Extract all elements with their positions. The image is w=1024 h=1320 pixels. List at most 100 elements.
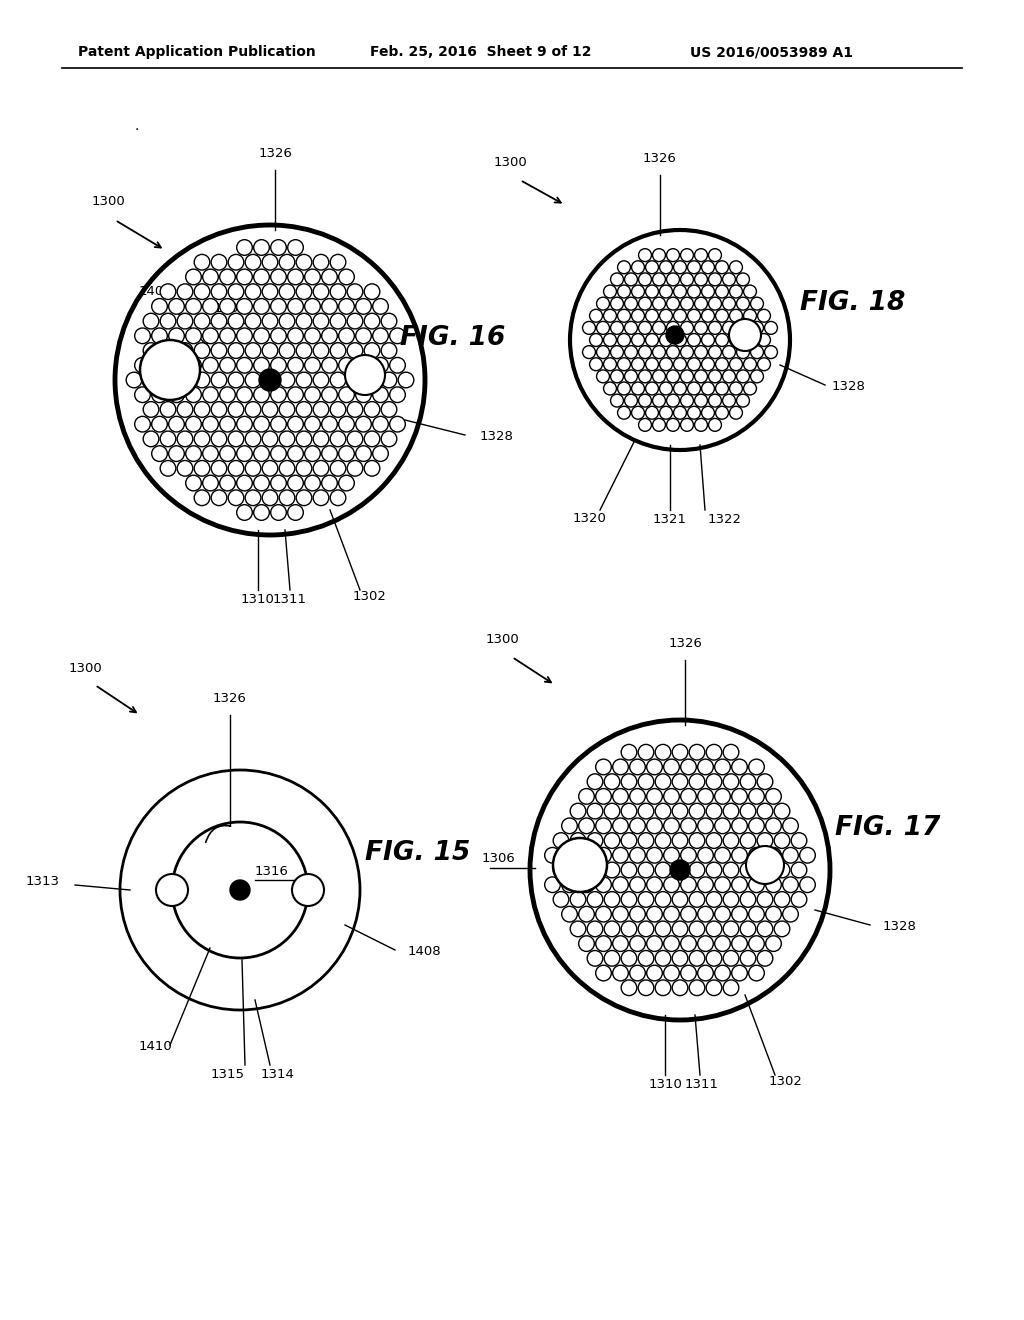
Text: 1310: 1310 <box>648 1078 682 1092</box>
Circle shape <box>254 446 269 462</box>
Circle shape <box>339 327 354 343</box>
Circle shape <box>681 346 693 359</box>
Circle shape <box>292 874 324 906</box>
Circle shape <box>562 818 578 834</box>
Circle shape <box>659 334 673 346</box>
Circle shape <box>381 313 397 329</box>
Circle shape <box>672 774 688 789</box>
Circle shape <box>672 862 688 878</box>
Circle shape <box>305 446 321 462</box>
Circle shape <box>749 876 764 892</box>
Circle shape <box>732 965 748 981</box>
Circle shape <box>630 759 645 775</box>
Circle shape <box>800 847 815 863</box>
Circle shape <box>638 862 653 878</box>
Circle shape <box>195 372 210 388</box>
Text: 1326: 1326 <box>668 638 701 649</box>
Circle shape <box>782 876 799 892</box>
Circle shape <box>228 255 244 271</box>
Circle shape <box>330 490 346 506</box>
Circle shape <box>689 804 705 818</box>
Circle shape <box>632 309 644 322</box>
Circle shape <box>288 358 303 374</box>
Text: 1313: 1313 <box>26 875 60 888</box>
Circle shape <box>732 759 748 775</box>
Circle shape <box>562 876 578 892</box>
Circle shape <box>185 269 202 285</box>
Circle shape <box>570 862 586 878</box>
Circle shape <box>715 788 730 804</box>
Circle shape <box>774 833 790 849</box>
Circle shape <box>339 416 354 432</box>
Circle shape <box>749 907 764 921</box>
Circle shape <box>625 346 637 359</box>
Circle shape <box>701 334 715 346</box>
Circle shape <box>339 298 354 314</box>
Circle shape <box>262 313 278 329</box>
Circle shape <box>280 372 295 388</box>
Circle shape <box>143 372 159 388</box>
Circle shape <box>553 891 568 907</box>
Circle shape <box>645 309 658 322</box>
Circle shape <box>681 322 693 334</box>
Circle shape <box>638 950 653 966</box>
Circle shape <box>638 774 653 789</box>
Circle shape <box>630 788 645 804</box>
Circle shape <box>280 284 295 300</box>
Circle shape <box>355 446 372 462</box>
Circle shape <box>709 273 722 286</box>
Circle shape <box>590 309 602 322</box>
Circle shape <box>697 818 714 834</box>
Circle shape <box>185 475 202 491</box>
Circle shape <box>723 862 739 878</box>
Circle shape <box>617 334 631 346</box>
Circle shape <box>262 461 278 477</box>
Circle shape <box>681 788 696 804</box>
Circle shape <box>237 504 252 520</box>
Circle shape <box>723 297 735 310</box>
Circle shape <box>262 343 278 358</box>
Circle shape <box>729 381 742 395</box>
Circle shape <box>639 273 651 286</box>
Circle shape <box>757 774 773 789</box>
Circle shape <box>270 269 287 285</box>
Circle shape <box>732 788 748 804</box>
Circle shape <box>655 921 671 937</box>
Circle shape <box>632 407 644 420</box>
Circle shape <box>120 770 360 1010</box>
Circle shape <box>152 327 167 343</box>
Circle shape <box>749 936 764 952</box>
Circle shape <box>347 313 362 329</box>
Circle shape <box>672 833 688 849</box>
Circle shape <box>612 907 629 921</box>
Text: 1311: 1311 <box>685 1078 719 1092</box>
Circle shape <box>736 346 750 359</box>
Circle shape <box>603 381 616 395</box>
Circle shape <box>365 343 380 358</box>
Circle shape <box>736 322 750 334</box>
Circle shape <box>630 847 645 863</box>
Circle shape <box>288 446 303 462</box>
Circle shape <box>740 804 756 818</box>
Circle shape <box>659 381 673 395</box>
Circle shape <box>638 833 653 849</box>
Circle shape <box>313 461 329 477</box>
Circle shape <box>659 285 673 298</box>
Circle shape <box>211 284 227 300</box>
Circle shape <box>666 326 684 345</box>
Circle shape <box>792 833 807 849</box>
Circle shape <box>782 907 799 921</box>
Circle shape <box>687 358 700 371</box>
Circle shape <box>262 284 278 300</box>
Circle shape <box>587 804 603 818</box>
Circle shape <box>228 284 244 300</box>
Circle shape <box>647 965 663 981</box>
Circle shape <box>365 284 380 300</box>
Circle shape <box>579 876 594 892</box>
Circle shape <box>782 847 799 863</box>
Circle shape <box>156 874 188 906</box>
Circle shape <box>355 358 372 374</box>
Circle shape <box>583 322 595 334</box>
Circle shape <box>610 395 624 407</box>
Circle shape <box>709 395 722 407</box>
